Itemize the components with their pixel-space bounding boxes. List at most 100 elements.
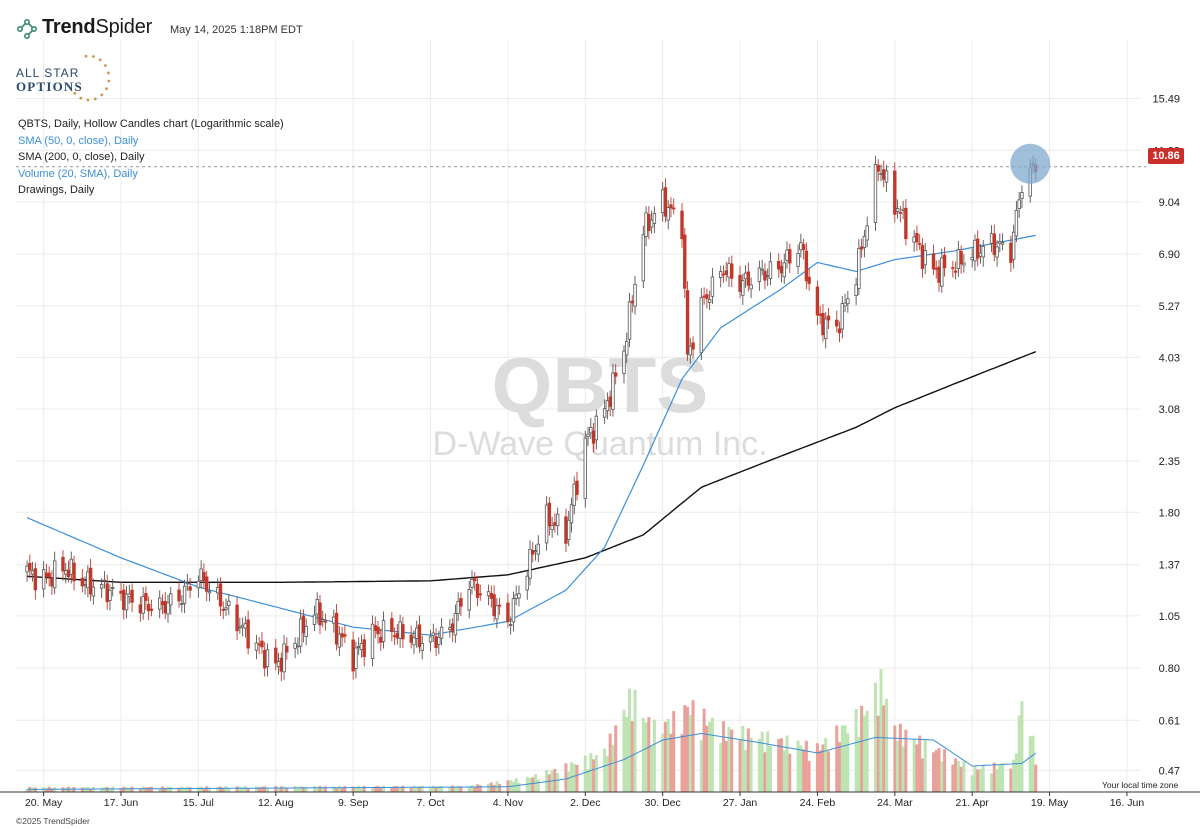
candle-body bbox=[840, 303, 845, 330]
candle-body bbox=[497, 604, 502, 607]
star-dot bbox=[79, 96, 83, 100]
star-dot bbox=[107, 79, 111, 83]
candle-body bbox=[473, 578, 477, 582]
logo-line1: ALL STAR bbox=[16, 66, 80, 80]
candle-body bbox=[895, 208, 900, 212]
candle-body bbox=[630, 300, 634, 304]
candle-body bbox=[583, 437, 587, 499]
volume-bar bbox=[757, 738, 761, 792]
candle-body bbox=[453, 613, 458, 636]
x-tick-label: 19. May bbox=[1031, 797, 1069, 809]
y-tick-label: 2.35 bbox=[1159, 456, 1180, 468]
y-tick-label: 1.37 bbox=[1159, 560, 1180, 572]
x-tick-label: 27. Jan bbox=[723, 797, 758, 809]
volume-bar bbox=[940, 761, 944, 792]
candle-body bbox=[934, 267, 938, 270]
volume-bar bbox=[912, 739, 916, 792]
candle-body bbox=[323, 620, 328, 623]
candle-body bbox=[978, 252, 983, 257]
volume-bar bbox=[216, 786, 220, 792]
volume-bar bbox=[724, 741, 728, 792]
volume-bar bbox=[312, 786, 316, 792]
candle-body bbox=[633, 284, 637, 307]
volume-bar bbox=[108, 788, 112, 792]
volume-bar bbox=[782, 750, 786, 792]
volume-bar bbox=[459, 786, 463, 792]
candle-body bbox=[605, 400, 610, 412]
legend-drawings[interactable]: Drawings, Daily bbox=[18, 184, 95, 196]
volume-bar bbox=[901, 746, 905, 792]
candle-body bbox=[743, 272, 748, 280]
volume-bar bbox=[359, 788, 363, 792]
candle-body bbox=[669, 204, 673, 209]
candle-body bbox=[995, 246, 999, 258]
x-tick-label: 15. Jul bbox=[183, 797, 214, 809]
candle-body bbox=[785, 249, 789, 261]
trendspider-logo-icon bbox=[16, 18, 38, 40]
y-tick-label: 0.61 bbox=[1159, 715, 1180, 727]
volume-bar bbox=[324, 786, 328, 792]
candle-body bbox=[992, 233, 996, 255]
volume-bar bbox=[882, 705, 886, 792]
candle-body bbox=[721, 273, 726, 276]
candle-body bbox=[976, 238, 980, 259]
y-tick-label: 6.90 bbox=[1159, 249, 1180, 261]
candle-body bbox=[108, 589, 112, 601]
volume-bar bbox=[785, 735, 789, 792]
volume-bar bbox=[180, 786, 184, 792]
candle-body bbox=[528, 548, 532, 579]
volume-bar bbox=[934, 750, 938, 792]
candle-body bbox=[710, 276, 715, 297]
candle-body bbox=[782, 262, 786, 278]
brand-name[interactable]: TrendSpider bbox=[42, 16, 152, 39]
candle-body bbox=[412, 637, 416, 646]
volume-bar bbox=[169, 786, 173, 792]
candle-body bbox=[105, 583, 109, 603]
legend-sma50[interactable]: SMA (50, 0, close), Daily bbox=[18, 134, 139, 147]
volume-bar bbox=[166, 786, 170, 792]
candle-body bbox=[915, 233, 919, 243]
y-tick-label: 1.05 bbox=[1159, 611, 1180, 623]
candle-body bbox=[312, 614, 317, 625]
candle-body bbox=[66, 569, 71, 577]
volume-bar bbox=[196, 787, 200, 792]
candle-body bbox=[111, 587, 115, 589]
candle-body bbox=[680, 210, 684, 240]
candle-body bbox=[923, 250, 927, 266]
volume-bar bbox=[467, 786, 471, 792]
candle-body bbox=[970, 256, 974, 261]
candle-body bbox=[1020, 192, 1024, 199]
legend-sma200[interactable]: SMA (200, 0, close), Daily bbox=[18, 151, 145, 163]
volume-bar bbox=[473, 787, 477, 792]
volume-bar bbox=[451, 785, 455, 792]
volume-bar bbox=[138, 788, 142, 792]
volume-bar bbox=[611, 744, 615, 792]
volume-bar bbox=[50, 788, 54, 792]
volume-bar bbox=[992, 762, 996, 792]
volume-bar bbox=[843, 725, 847, 792]
volume-bar bbox=[857, 736, 861, 792]
candle-body bbox=[768, 261, 773, 279]
candle-body bbox=[321, 619, 325, 622]
legend-title[interactable]: QBTS, Daily, Hollow Candles chart (Logar… bbox=[18, 118, 284, 130]
star-dot bbox=[93, 97, 97, 101]
x-tick-label: 7. Oct bbox=[417, 797, 445, 809]
volume-bar bbox=[846, 733, 850, 792]
candle-body bbox=[663, 187, 668, 217]
candle-body bbox=[86, 571, 90, 589]
time-zone-note[interactable]: Your local time zone bbox=[1102, 780, 1179, 790]
candle-body bbox=[448, 627, 452, 630]
candle-body bbox=[260, 640, 264, 648]
candle-body bbox=[216, 587, 220, 594]
candle-body bbox=[779, 266, 784, 274]
star-dot bbox=[98, 58, 102, 62]
volume-bar bbox=[840, 725, 844, 792]
legend-volume[interactable]: Volume (20, SMA), Daily bbox=[18, 167, 138, 180]
candle-body bbox=[843, 302, 847, 307]
volume-bar bbox=[705, 725, 709, 792]
candle-body bbox=[727, 263, 731, 278]
candle-body bbox=[508, 624, 513, 626]
volume-bar bbox=[285, 787, 289, 792]
volume-bar bbox=[954, 758, 958, 792]
